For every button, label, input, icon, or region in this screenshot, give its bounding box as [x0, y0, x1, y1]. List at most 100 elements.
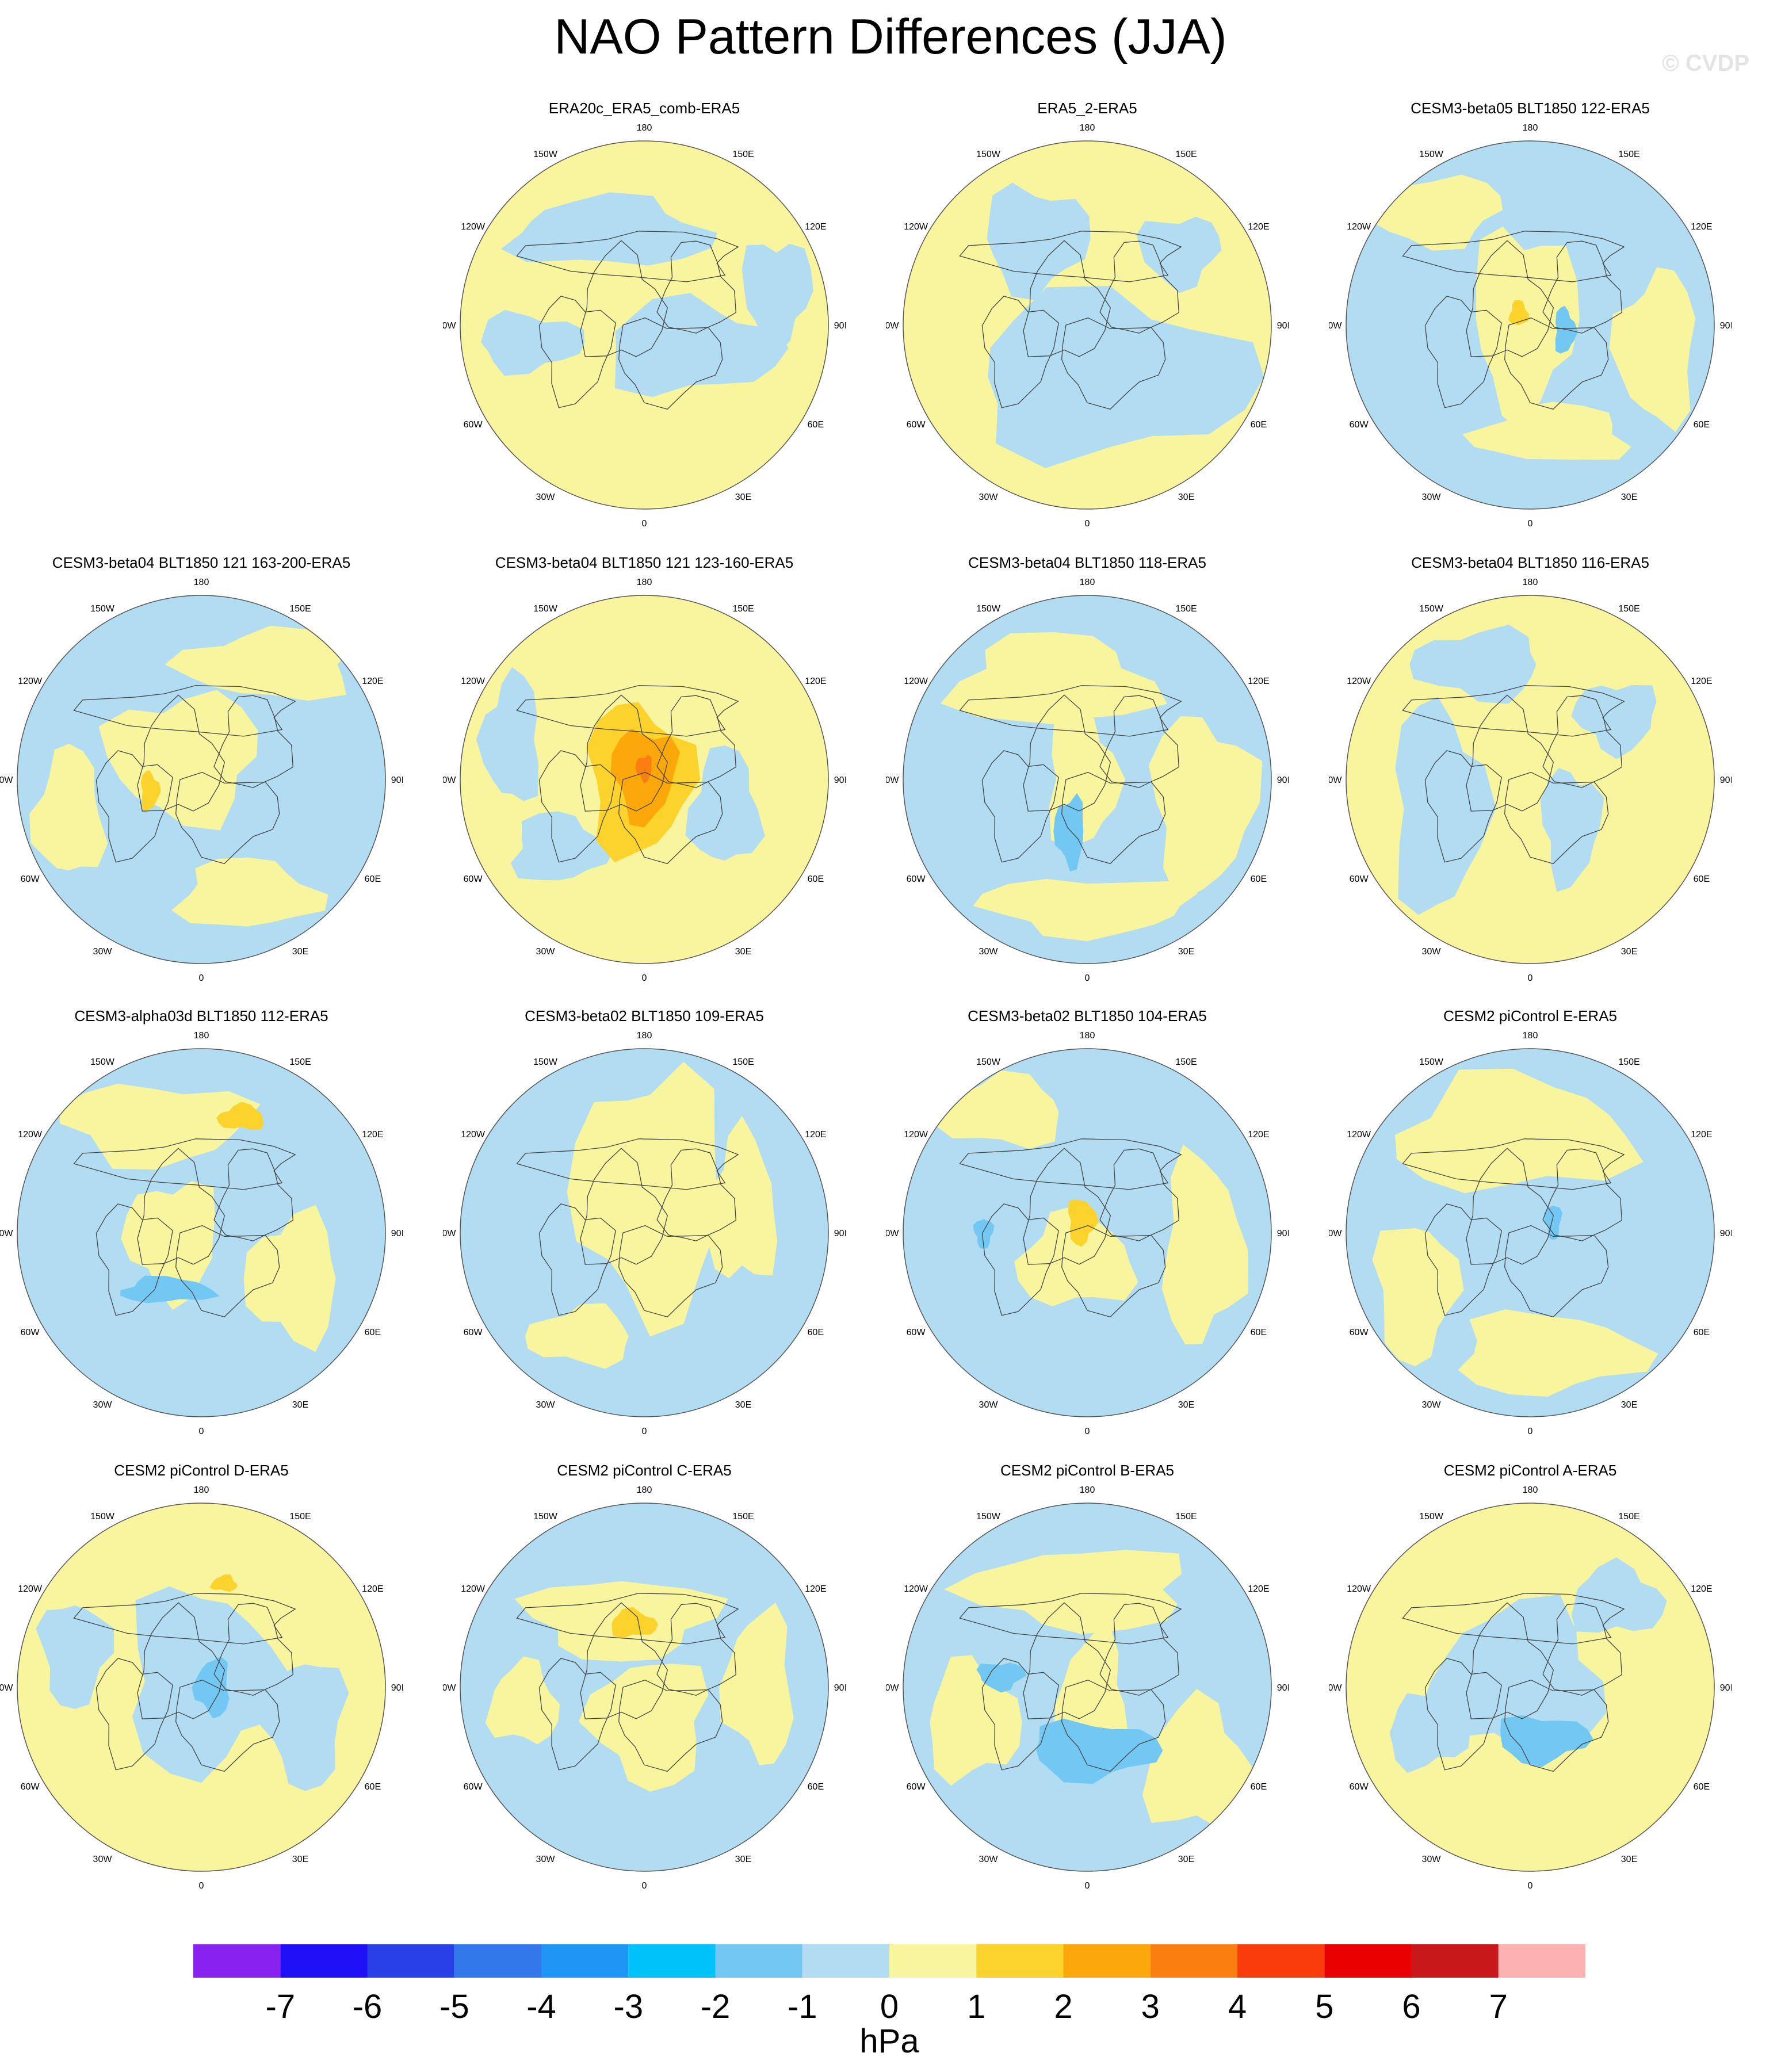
polar-map: 180 150E 120E 90E 60E 30E 0 30W 60W 90W 120W 150W: [886, 1031, 1289, 1436]
longitude-label: 30E: [735, 492, 751, 502]
colorbar-box: [541, 1944, 629, 1978]
anomaly-contour: [476, 667, 539, 801]
longitude-label: 30W: [1422, 1400, 1442, 1410]
map-panel: CESM3-beta02 BLT1850 109-ERA5 180 150E 120E…: [443, 1007, 846, 1444]
coastline: [1061, 317, 1166, 410]
map-boundary: [460, 140, 829, 510]
longitude-label: 90W: [443, 1683, 456, 1693]
coastline: [1424, 296, 1502, 408]
anomaly-contour: [973, 1219, 995, 1249]
coastline: [73, 685, 296, 737]
longitude-label: 60W: [907, 1782, 926, 1792]
coastline: [1542, 1603, 1622, 1696]
longitude-label: 180: [1523, 123, 1538, 133]
longitude-label: 120E: [1691, 222, 1712, 232]
anomaly-contour: [165, 625, 350, 701]
map-boundary: [1346, 140, 1715, 510]
panel-title: CESM3-alpha03d BLT1850 112-ERA5: [74, 1007, 328, 1024]
longitude-label: 60W: [21, 874, 40, 884]
anomaly-contour: [1571, 1557, 1667, 1633]
anomaly-contour: [1372, 1228, 1464, 1367]
longitude-label: 150W: [976, 1057, 1001, 1067]
coastline: [959, 231, 1182, 282]
colorbar-tick-label: 6: [1402, 1988, 1420, 2025]
anomaly-contour: [940, 632, 1168, 724]
polar-map: 180 150E 120E 90E 60E 30E 0 30W 60W 90W 120W 150W: [886, 123, 1289, 529]
longitude-label: 30W: [1422, 1855, 1442, 1864]
longitude-label: 0: [1085, 973, 1090, 983]
longitude-label: 180: [194, 1485, 209, 1495]
longitude-label: 180: [1523, 1031, 1538, 1041]
coastline: [516, 1138, 739, 1190]
longitude-label: 90E: [1720, 1229, 1732, 1238]
anomaly-contour: [932, 1070, 1059, 1149]
longitude-label: 120E: [1248, 1584, 1269, 1594]
anomaly-contour: [98, 690, 258, 831]
longitude-label: 90W: [443, 775, 456, 785]
panel-title: CESM2 piControl D-ERA5: [114, 1462, 289, 1479]
polar-map: 180 150E 120E 90E 60E 30E 0 30W 60W 90W 120W 150W: [443, 123, 846, 529]
longitude-label: 150E: [732, 1512, 754, 1521]
anomaly-contour: [611, 1607, 658, 1638]
longitude-label: 120E: [362, 1584, 383, 1594]
longitude-label: 120E: [805, 1130, 826, 1140]
coastline: [1061, 1225, 1166, 1318]
map-panel: CESM2 piControl E-ERA5 180 150E 120E 90E 60E 3…: [1329, 1007, 1732, 1444]
polar-map: 180 150E 120E 90E 60E 30E 0 30W 60W 90W 120W 150W: [1329, 1031, 1732, 1436]
anomaly-contour: [510, 811, 615, 881]
anomaly-contour: [1508, 300, 1530, 326]
polar-map: 180 150E 120E 90E 60E 30E 0 30W 60W 90W 120W 150W: [886, 1485, 1289, 1891]
longitude-label: 180: [637, 1485, 652, 1495]
longitude-label: 150W: [976, 150, 1001, 159]
longitude-label: 90W: [443, 1229, 456, 1238]
coastline: [538, 1658, 616, 1771]
longitude-label: 60W: [907, 874, 926, 884]
longitude-label: 90E: [1277, 1229, 1289, 1238]
longitude-label: 30E: [292, 1400, 308, 1410]
longitude-label: 60E: [808, 1328, 824, 1337]
coastline: [95, 1658, 173, 1771]
longitude-label: 150W: [533, 1512, 558, 1521]
longitude-label: 90W: [1329, 321, 1342, 331]
longitude-label: 60W: [464, 1782, 483, 1792]
anomaly-contour: [1395, 1068, 1644, 1194]
colorbar-tick-label: 4: [1228, 1988, 1247, 2025]
longitude-label: 90W: [1329, 1683, 1342, 1693]
map-panel: CESM3-alpha03d BLT1850 112-ERA5 180 150E 12…: [0, 1007, 403, 1444]
coastline: [981, 296, 1059, 408]
longitude-label: 90E: [1720, 775, 1732, 785]
longitude-label: 0: [1528, 1427, 1533, 1436]
map-boundary: [460, 1503, 829, 1872]
coastline: [1023, 1602, 1111, 1719]
longitude-label: 180: [1523, 1485, 1538, 1495]
anomaly-contour: [614, 293, 789, 397]
longitude-label: 60E: [1251, 1328, 1267, 1337]
longitude-label: 60E: [365, 1782, 381, 1792]
longitude-label: 60E: [808, 420, 824, 430]
longitude-label: 90E: [834, 1683, 846, 1693]
coastline: [1402, 1593, 1625, 1645]
longitude-label: 150E: [289, 1057, 311, 1067]
coastline: [1466, 1602, 1554, 1719]
longitude-label: 0: [1528, 1881, 1533, 1891]
coastline: [1504, 317, 1609, 410]
coastline: [1402, 231, 1625, 282]
anomaly-contour: [216, 1102, 264, 1130]
longitude-label: 30W: [93, 947, 113, 957]
longitude-label: 150E: [1175, 1057, 1197, 1067]
coastline: [175, 771, 280, 865]
coastline: [1504, 1225, 1609, 1318]
anomaly-contour: [525, 1303, 629, 1369]
colorbar-tick-label: -7: [266, 1988, 296, 2025]
longitude-label: 150W: [90, 604, 115, 614]
colorbar-boxes: [193, 1944, 1586, 1978]
anomaly-contour: [742, 243, 813, 357]
anomaly-contour: [481, 309, 584, 376]
longitude-label: 120E: [362, 1130, 383, 1140]
longitude-label: 120W: [18, 676, 43, 686]
coastline: [1542, 240, 1622, 334]
longitude-label: 150E: [732, 150, 754, 159]
colorbar-box: [1150, 1944, 1238, 1978]
coastline: [1061, 1679, 1166, 1772]
longitude-label: 0: [642, 973, 647, 983]
